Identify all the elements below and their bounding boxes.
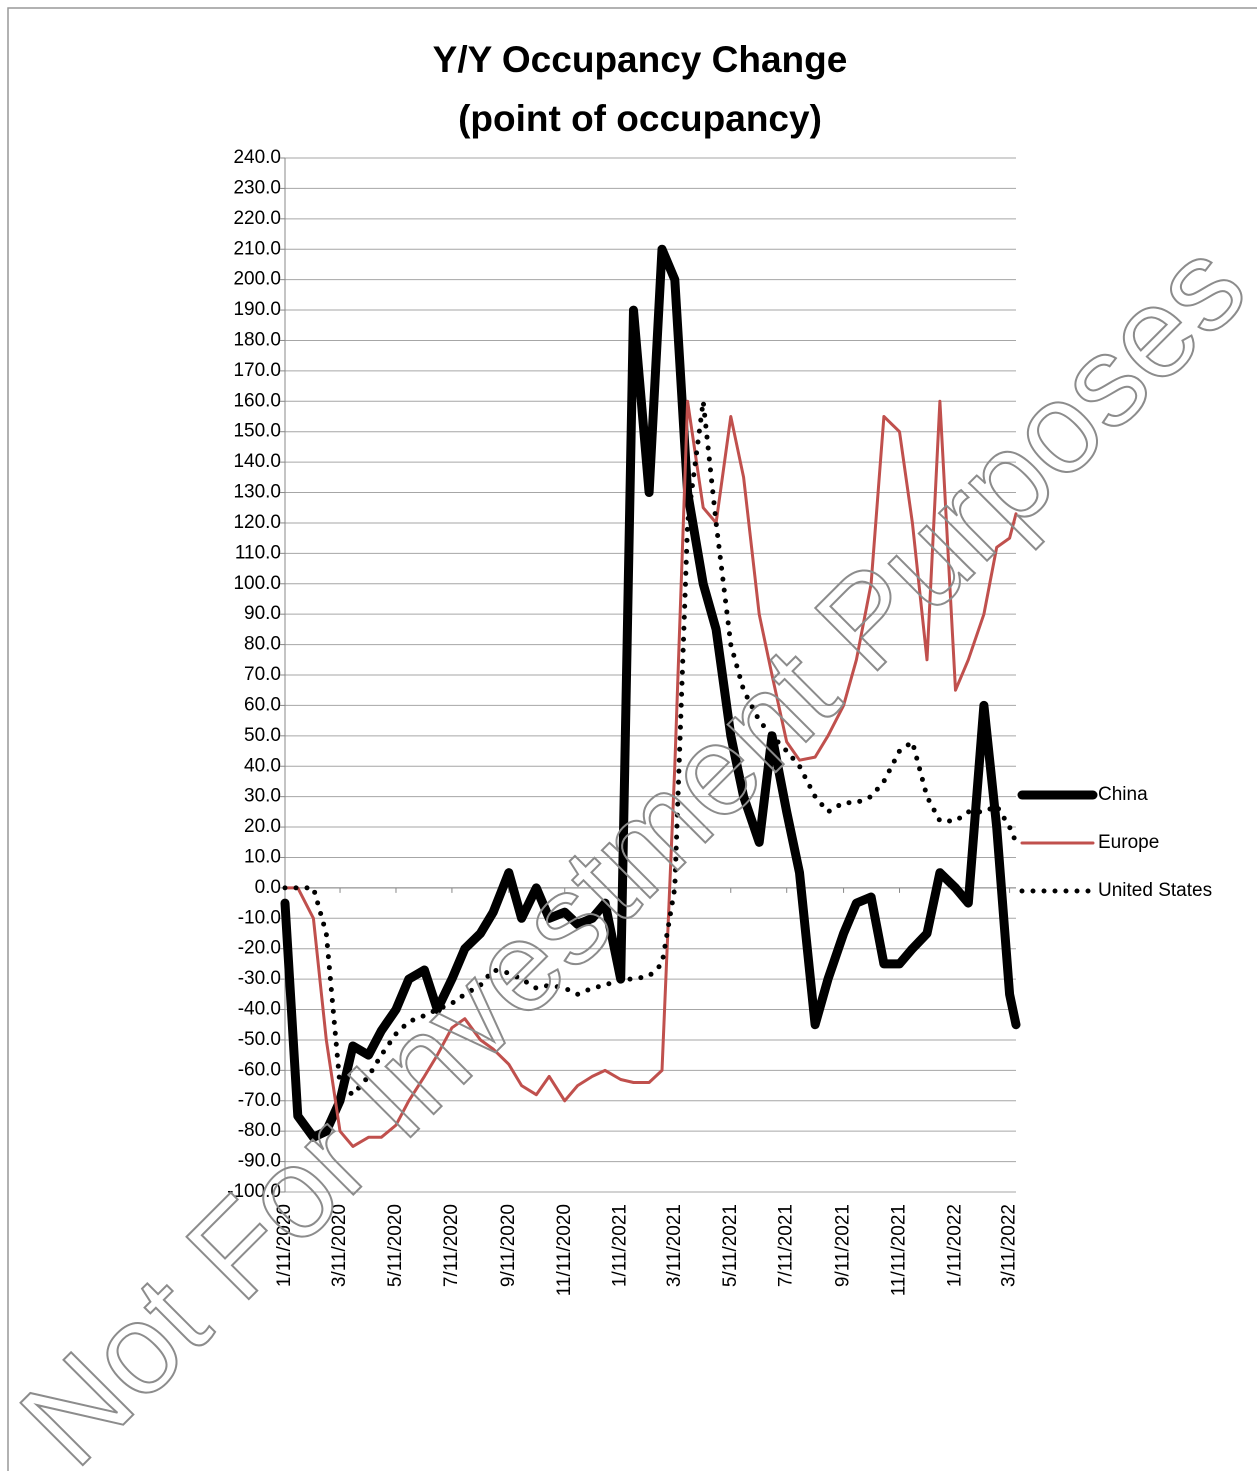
y-tick-label: 10.0 [244, 846, 281, 867]
y-tick-label: 190.0 [233, 299, 281, 320]
y-tick-label: 220.0 [233, 208, 281, 229]
series-line [280, 244, 1021, 1142]
frame [7, 7, 1257, 1471]
y-tick-label: 70.0 [244, 664, 281, 685]
x-tick-label: 7/11/2021 [776, 1204, 797, 1287]
x-tick-label: 5/11/2021 [720, 1204, 741, 1287]
legend-label: Europe [1098, 832, 1159, 853]
y-tick-label: -10.0 [238, 907, 281, 928]
y-tick-label: 200.0 [233, 269, 281, 290]
plot-area: 240.0 230.0 220.0 210.0 200.0 190.0 180.0 170.0… [227, 147, 1021, 1296]
x-tick-label: 1/11/2021 [610, 1204, 631, 1287]
y-tick-label: 40.0 [244, 755, 281, 776]
y-tick-label: -100.0 [227, 1181, 281, 1202]
y-tick-label: 130.0 [233, 482, 281, 503]
y-tick-label: 210.0 [233, 238, 281, 259]
x-tick-label: 5/11/2020 [385, 1204, 406, 1287]
x-tick-label: 3/11/2022 [999, 1204, 1020, 1287]
y-tick-label: 150.0 [233, 421, 281, 442]
y-tick-label: 20.0 [244, 816, 281, 837]
x-tick-label: 9/11/2020 [498, 1204, 519, 1287]
y-tick-label: 80.0 [244, 634, 281, 655]
legend-label: United States [1098, 880, 1212, 901]
x-tick-label: 9/11/2021 [833, 1204, 854, 1287]
y-tick-label: 60.0 [244, 694, 281, 715]
y-tick-label: -50.0 [238, 1029, 281, 1050]
x-tick-label: 1/11/2022 [944, 1204, 965, 1287]
y-tick-label: 0.0 [255, 877, 281, 898]
x-tick-label: 3/11/2021 [664, 1204, 685, 1287]
y-tick-label: -70.0 [238, 1090, 281, 1111]
y-tick-label: 100.0 [233, 573, 281, 594]
chart-title: Y/Y Occupancy Change [433, 39, 848, 80]
y-tick-label: 170.0 [233, 360, 281, 381]
y-tick-label: -30.0 [238, 968, 281, 989]
x-tick-label: 11/11/2020 [554, 1204, 575, 1296]
chart-subtitle: (point of occupancy) [458, 98, 822, 139]
series-line [283, 399, 1018, 1148]
y-tick-label: 140.0 [233, 451, 281, 472]
y-tick-label: 180.0 [233, 329, 281, 350]
y-tick-label: 50.0 [244, 725, 281, 746]
y-tick-label: -20.0 [238, 938, 281, 959]
y-tick-label: 230.0 [233, 177, 281, 198]
x-tick-label: 11/11/2021 [889, 1204, 910, 1296]
y-tick-label: -60.0 [238, 1059, 281, 1080]
y-tick-label: 90.0 [244, 603, 281, 624]
y-tick-label: -80.0 [238, 1120, 281, 1141]
y-tick-label: 240.0 [233, 147, 281, 168]
y-tick-label: 30.0 [244, 786, 281, 807]
x-tick-label: 3/11/2020 [329, 1204, 350, 1287]
y-tick-label: 160.0 [233, 390, 281, 411]
y-tick-label: 110.0 [235, 542, 281, 563]
x-tick-label: 1/11/2020 [274, 1204, 295, 1287]
y-tick-label: -40.0 [238, 999, 281, 1020]
y-tick-label: -90.0 [238, 1151, 281, 1172]
y-tick-label: 120.0 [233, 512, 281, 533]
x-tick-label: 7/11/2020 [441, 1204, 462, 1287]
legend-label: China [1098, 784, 1148, 805]
